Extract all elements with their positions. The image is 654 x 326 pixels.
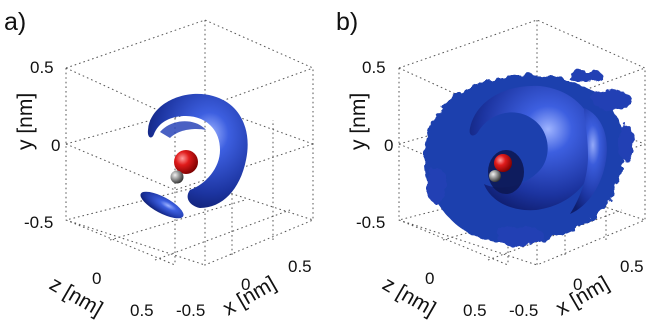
y-axis-label: y [nm]	[347, 93, 370, 150]
panel-label: b)	[336, 8, 358, 36]
z-tick-0: 0	[92, 269, 101, 288]
y-axis-label: y [nm]	[14, 93, 37, 150]
hydrogen-atom	[170, 170, 184, 184]
y-tick-2: -0.5	[24, 213, 53, 232]
y-tick-0: 0.5	[30, 58, 54, 77]
x-tick-0: -0.5	[176, 301, 205, 320]
x-tick-2: 0.5	[288, 257, 312, 276]
molecule	[489, 154, 512, 182]
z-tick-1: 0.5	[463, 301, 487, 320]
x-tick-1: 0	[573, 275, 582, 294]
panel-b: b)	[336, 8, 646, 321]
z-tick-1: 0.5	[130, 301, 154, 320]
y-tick-1: 0	[384, 136, 393, 155]
molecule	[170, 150, 198, 184]
y-tick-2: -0.5	[356, 213, 385, 232]
z-tick-0: 0	[425, 269, 434, 288]
density-isosurface	[423, 70, 634, 246]
axes-box	[65, 19, 314, 266]
x-tick-1: 0	[241, 275, 250, 294]
y-tick-0: 0.5	[362, 58, 386, 77]
panel-a: a) 0.5 0 -0.5 y [nm] 0 0.5 z [nm]	[4, 8, 314, 321]
y-tick-1: 0	[51, 136, 60, 155]
hydrogen-atom	[489, 170, 501, 182]
density-isosurface	[140, 93, 248, 219]
x-axis-label: x [nm]	[552, 272, 613, 321]
x-tick-0: -0.5	[509, 301, 538, 320]
x-tick-2: 0.5	[620, 257, 644, 276]
oxygen-atom	[494, 154, 512, 172]
oxygen-atom	[174, 150, 198, 174]
panel-label: a)	[4, 8, 26, 36]
